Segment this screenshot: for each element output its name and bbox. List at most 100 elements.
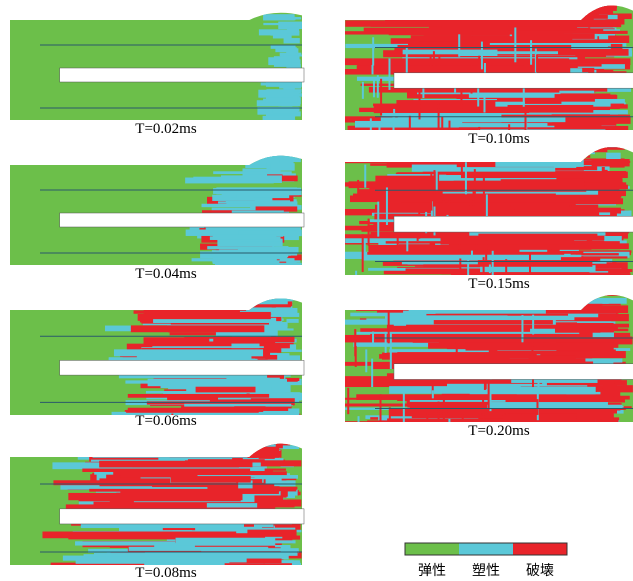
damage-zone [320, 148, 559, 153]
damage-zone [363, 14, 555, 16]
damage-zone [599, 212, 610, 215]
damage-zone [176, 538, 276, 546]
damage-zone [239, 301, 250, 309]
crack [514, 27, 516, 62]
time-label: T=0.10ms [468, 131, 530, 147]
damage-zone [554, 4, 574, 12]
crack [536, 54, 538, 72]
crack [458, 34, 460, 56]
damage-zone [419, 11, 597, 18]
crack [438, 402, 440, 430]
slot [60, 213, 304, 227]
damage-zone [429, 13, 584, 19]
damage-zone [508, 27, 576, 30]
damage-zone [508, 105, 594, 113]
damage-zone [288, 17, 301, 19]
crack [364, 165, 366, 188]
damage-zone [70, 445, 239, 448]
damage-zone [600, 265, 618, 267]
crack [362, 234, 364, 272]
damage-zone [409, 0, 581, 4]
damage-zone [148, 379, 287, 386]
simulation-panel: T=0.15ms [320, 139, 633, 296]
damage-zone [94, 553, 280, 556]
damage-zone [425, 299, 601, 305]
crack [347, 388, 349, 414]
damage-zone [92, 442, 276, 446]
damage-zone [561, 257, 590, 261]
damage-zone [279, 120, 295, 123]
damage-zone [221, 175, 282, 183]
damage-zone [523, 300, 565, 306]
damage-zone [556, 0, 589, 8]
damage-zone [542, 288, 604, 292]
damage-zone [532, 14, 575, 20]
damage-zone [544, 142, 584, 145]
damage-zone [355, 146, 578, 152]
damage-zone [536, 156, 570, 159]
damage-zone [229, 304, 291, 307]
damage-zone [146, 312, 271, 319]
damage-zone [533, 288, 580, 293]
damage-zone [458, 0, 629, 3]
damage-zone [327, 11, 556, 17]
damage-zone [586, 142, 616, 147]
crack [358, 416, 360, 436]
damage-zone [486, 51, 558, 54]
damage-zone [503, 415, 550, 421]
damage-zone [353, 194, 556, 201]
damage-zone [93, 450, 248, 458]
slot [394, 364, 633, 380]
damage-zone [472, 10, 592, 17]
damage-zone [431, 304, 581, 311]
simulation-panel: T=0.10ms [327, 0, 633, 157]
damage-zone [170, 445, 248, 448]
crack [386, 187, 388, 225]
damage-zone [454, 13, 596, 16]
crack [388, 58, 390, 89]
legend-swatch [513, 543, 567, 555]
damage-zone [340, 156, 561, 159]
crack [489, 264, 491, 273]
damage-zone [100, 443, 269, 445]
damage-zone [263, 23, 292, 25]
damage-zone [275, 263, 302, 265]
damage-zone [284, 38, 300, 43]
crack [365, 349, 367, 372]
damage-zone [319, 291, 550, 298]
damage-zone [125, 440, 242, 445]
damage-zone [547, 3, 609, 10]
damage-zone [473, 31, 628, 34]
slot [60, 360, 304, 375]
damage-zone [213, 171, 292, 174]
damage-zone [474, 152, 552, 156]
damage-zone [131, 443, 276, 447]
simulation-panel: T=0.06ms [10, 293, 304, 429]
damage-zone [362, 152, 565, 157]
crack [438, 103, 440, 133]
crack [433, 170, 435, 207]
legend-label: 破壊 [526, 563, 554, 579]
damage-zone [478, 234, 597, 238]
crack [357, 180, 359, 197]
damage-zone [183, 448, 256, 455]
crack [530, 40, 532, 65]
damage-zone [158, 448, 255, 450]
legend-swatch [405, 543, 459, 555]
crack [483, 178, 485, 200]
damage-zone [434, 320, 553, 324]
damage-zone [370, 13, 591, 18]
crack [409, 116, 411, 153]
damage-zone [216, 450, 254, 457]
damage-zone [198, 294, 266, 299]
crack [392, 115, 394, 147]
simulation-panel: T=0.02ms [10, 8, 304, 137]
damage-zone [231, 344, 259, 349]
damage-zone [425, 10, 613, 15]
damage-zone [447, 146, 595, 154]
damage-zone [207, 503, 257, 507]
damage-zone [442, 155, 591, 158]
damage-zone [534, 299, 549, 302]
damage-zone [550, 352, 588, 355]
slot [60, 509, 304, 524]
